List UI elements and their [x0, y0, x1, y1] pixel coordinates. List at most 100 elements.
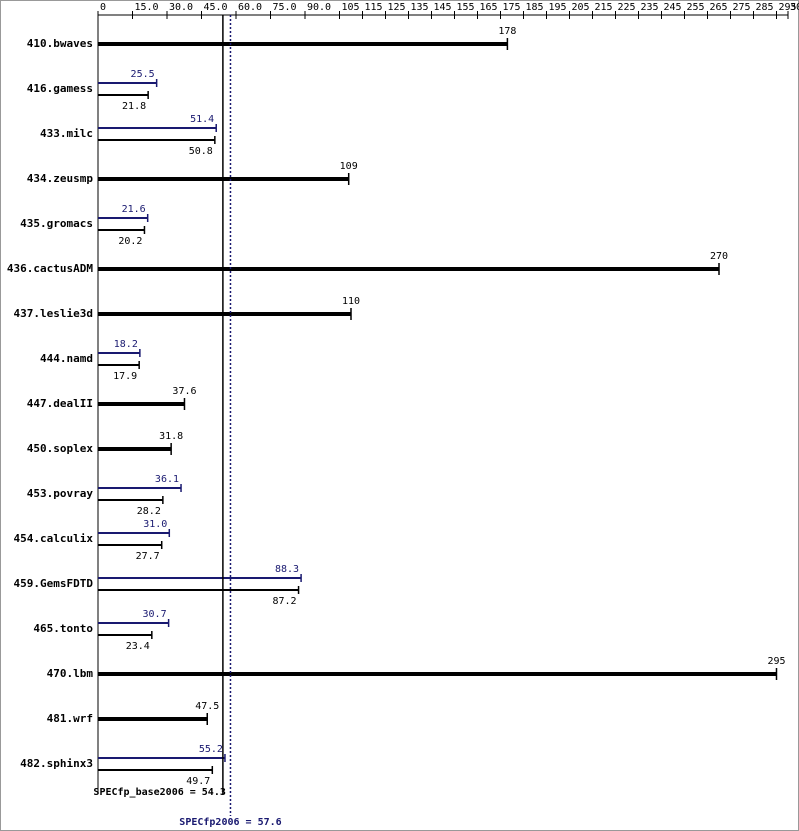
peak-bar: [98, 532, 170, 534]
x-tick-label: 255: [687, 2, 705, 13]
peak-value-label: 36.1: [155, 474, 179, 485]
x-tick-label: 195: [549, 2, 567, 13]
value-label: 270: [710, 251, 728, 262]
peak-bar: [98, 577, 302, 579]
peak-value-label: 25.5: [131, 69, 155, 80]
peak-value-label: 31.0: [143, 519, 167, 530]
x-tick-label: 300: [790, 2, 799, 13]
peak-value-label: 18.2: [114, 339, 138, 350]
category-label: 454.calculix: [14, 532, 94, 545]
x-tick-label: 205: [572, 2, 590, 13]
x-tick-label: 75.0: [273, 2, 297, 13]
base-bar: [98, 229, 145, 231]
value-label: 109: [340, 161, 358, 172]
bar: [98, 312, 351, 316]
peak-bar: [98, 487, 182, 489]
base-value-label: 21.8: [122, 101, 146, 112]
value-label: 47.5: [195, 701, 219, 712]
reference-label: SPECfp2006 = 57.6: [179, 817, 281, 828]
base-bar: [98, 364, 140, 366]
value-label: 31.8: [159, 431, 183, 442]
x-tick-label: 265: [710, 2, 728, 13]
base-bar: [98, 634, 152, 636]
x-tick-label: 60.0: [238, 2, 262, 13]
category-label: 410.bwaves: [27, 37, 93, 50]
x-tick-label: 215: [595, 2, 613, 13]
base-value-label: 50.8: [189, 146, 213, 157]
x-tick-label: 15.0: [135, 2, 159, 13]
peak-value-label: 30.7: [143, 609, 167, 620]
peak-bar: [98, 217, 148, 219]
x-tick-label: 115: [365, 2, 383, 13]
category-label: 444.namd: [40, 352, 93, 365]
value-label: 110: [342, 296, 360, 307]
value-label: 178: [498, 26, 516, 37]
x-tick-label: 30.0: [169, 2, 193, 13]
category-label: 436.cactusADM: [7, 262, 93, 275]
peak-bar: [98, 82, 157, 84]
x-tick-label: 295: [779, 2, 797, 13]
peak-value-label: 88.3: [275, 564, 299, 575]
x-tick-label: 155: [457, 2, 475, 13]
peak-bar: [98, 352, 140, 354]
x-tick-label: 105: [342, 2, 360, 13]
category-label: 416.gamess: [27, 82, 93, 95]
x-tick-label: 145: [434, 2, 452, 13]
x-tick-label: 275: [733, 2, 751, 13]
bar: [98, 42, 508, 46]
category-label: 465.tonto: [33, 622, 93, 635]
base-value-label: 17.9: [113, 371, 137, 382]
base-value-label: 49.7: [186, 776, 210, 787]
base-value-label: 87.2: [272, 596, 296, 607]
base-value-label: 23.4: [126, 641, 150, 652]
x-tick-label: 135: [411, 2, 429, 13]
x-tick-label: 90.0: [307, 2, 331, 13]
base-bar: [98, 94, 149, 96]
value-label: 295: [767, 656, 785, 667]
category-label: 437.leslie3d: [14, 307, 93, 320]
peak-value-label: 55.2: [199, 744, 223, 755]
bar: [98, 447, 172, 451]
x-tick-label: 0: [100, 2, 106, 13]
base-bar: [98, 589, 299, 591]
base-bar: [98, 769, 213, 771]
base-value-label: 28.2: [137, 506, 161, 517]
x-tick-label: 245: [664, 2, 682, 13]
category-label: 447.dealII: [27, 397, 93, 410]
category-label: 433.milc: [40, 127, 93, 140]
base-bar: [98, 544, 162, 546]
category-label: 434.zeusmp: [27, 172, 94, 185]
base-bar: [98, 139, 215, 141]
category-label: 453.povray: [27, 487, 94, 500]
category-label: 450.soplex: [27, 442, 94, 455]
value-label: 37.6: [172, 386, 196, 397]
peak-value-label: 21.6: [122, 204, 146, 215]
bar: [98, 267, 719, 271]
x-tick-label: 185: [526, 2, 544, 13]
peak-bar: [98, 757, 225, 759]
category-label: 481.wrf: [47, 712, 93, 725]
x-tick-label: 225: [618, 2, 636, 13]
peak-value-label: 51.4: [190, 114, 214, 125]
x-tick-label: 235: [641, 2, 659, 13]
peak-bar: [98, 127, 217, 129]
x-tick-label: 175: [503, 2, 521, 13]
bar: [98, 717, 208, 721]
base-bar: [98, 499, 163, 501]
base-value-label: 27.7: [136, 551, 160, 562]
x-tick-label: 125: [388, 2, 406, 13]
category-label: 435.gromacs: [20, 217, 93, 230]
base-value-label: 20.2: [118, 236, 142, 247]
bar: [98, 672, 777, 676]
bar: [98, 402, 185, 406]
category-label: 482.sphinx3: [20, 757, 93, 770]
x-tick-label: 165: [480, 2, 498, 13]
category-label: 459.GemsFDTD: [14, 577, 94, 590]
category-label: 470.lbm: [47, 667, 94, 680]
x-tick-label: 285: [756, 2, 774, 13]
reference-label: SPECfp_base2006 = 54.3: [93, 787, 225, 798]
peak-bar: [98, 622, 169, 624]
x-tick-label: 45.0: [204, 2, 228, 13]
